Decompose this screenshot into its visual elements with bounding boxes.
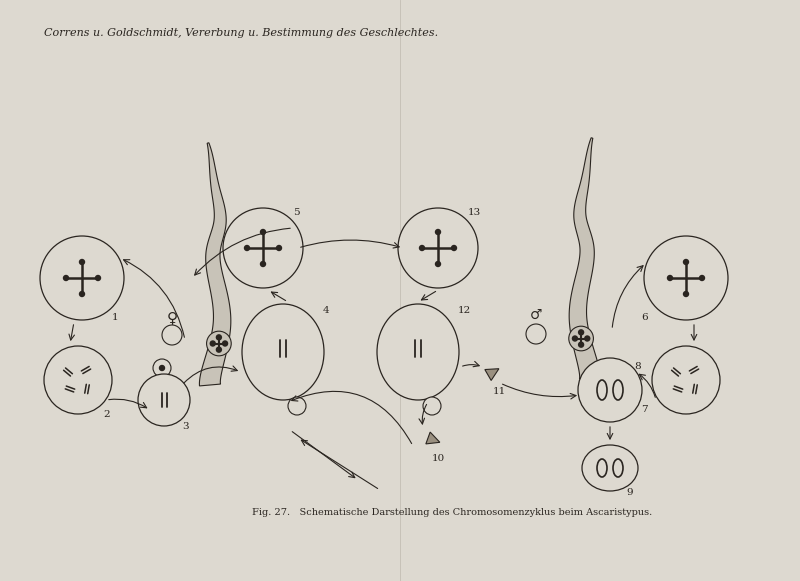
Text: Fig. 27.   Schematische Darstellung des Chromosomenzyklus beim Ascaristypus.: Fig. 27. Schematische Darstellung des Ch…	[252, 508, 652, 517]
Text: 12: 12	[458, 306, 471, 315]
Ellipse shape	[613, 380, 623, 400]
Ellipse shape	[582, 445, 638, 491]
Circle shape	[216, 346, 222, 353]
Circle shape	[44, 346, 112, 414]
Text: Correns u. Goldschmidt, Vererbung u. Bestimmung des Geschlechtes.: Correns u. Goldschmidt, Vererbung u. Bes…	[44, 28, 438, 38]
Circle shape	[153, 359, 171, 377]
Ellipse shape	[377, 304, 459, 400]
Text: 1: 1	[112, 313, 118, 322]
Text: 7: 7	[641, 405, 648, 414]
Ellipse shape	[613, 459, 623, 477]
Text: 13: 13	[468, 208, 482, 217]
Circle shape	[138, 374, 190, 426]
Circle shape	[276, 245, 282, 251]
Circle shape	[644, 236, 728, 320]
Text: 9: 9	[626, 488, 633, 497]
Circle shape	[206, 331, 231, 356]
Circle shape	[699, 275, 706, 281]
Circle shape	[78, 291, 86, 297]
Circle shape	[210, 340, 216, 347]
Circle shape	[78, 259, 86, 265]
Ellipse shape	[242, 304, 324, 400]
Circle shape	[578, 342, 584, 348]
Circle shape	[578, 358, 642, 422]
Polygon shape	[485, 369, 499, 381]
Text: 2: 2	[103, 410, 110, 419]
Text: 6: 6	[641, 313, 648, 322]
Circle shape	[435, 261, 442, 267]
Circle shape	[222, 340, 228, 347]
Circle shape	[159, 365, 165, 371]
Circle shape	[451, 245, 458, 251]
Circle shape	[435, 229, 442, 235]
Circle shape	[682, 259, 690, 265]
Text: 8: 8	[634, 362, 641, 371]
Circle shape	[526, 324, 546, 344]
Text: 11: 11	[493, 387, 506, 396]
Circle shape	[584, 335, 590, 342]
Circle shape	[244, 245, 250, 251]
Circle shape	[572, 335, 578, 342]
Circle shape	[216, 334, 222, 340]
Polygon shape	[569, 138, 601, 381]
Circle shape	[162, 325, 182, 345]
Circle shape	[578, 329, 584, 336]
Text: 3: 3	[182, 422, 189, 431]
Ellipse shape	[597, 459, 607, 477]
Text: 4: 4	[323, 306, 330, 315]
Circle shape	[288, 397, 306, 415]
Polygon shape	[426, 432, 440, 444]
Text: ♀: ♀	[166, 311, 178, 325]
Circle shape	[666, 275, 674, 281]
Circle shape	[40, 236, 124, 320]
Circle shape	[423, 397, 441, 415]
Text: 5: 5	[293, 208, 300, 217]
Circle shape	[260, 261, 266, 267]
Text: 10: 10	[432, 454, 446, 463]
Polygon shape	[199, 143, 231, 386]
Text: ♂: ♂	[530, 308, 542, 322]
Circle shape	[682, 291, 690, 297]
Circle shape	[419, 245, 426, 251]
Circle shape	[94, 275, 101, 281]
Circle shape	[223, 208, 303, 288]
Circle shape	[398, 208, 478, 288]
Ellipse shape	[597, 380, 607, 400]
Circle shape	[260, 229, 266, 235]
Circle shape	[569, 326, 594, 351]
Circle shape	[62, 275, 70, 281]
Circle shape	[652, 346, 720, 414]
